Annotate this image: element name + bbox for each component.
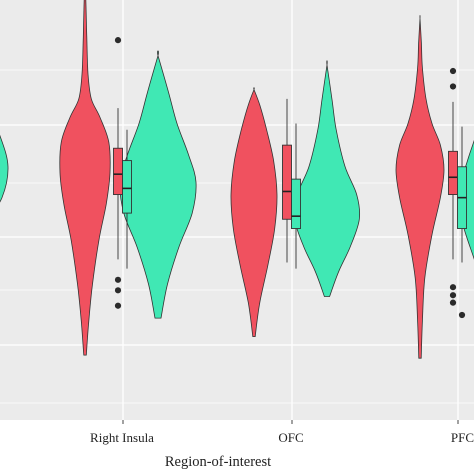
x-ticks: Right Insula OFC PFC [90,420,474,445]
outlier-point [114,302,122,309]
outlier-point [449,299,457,306]
x-axis-title: Region-of-interest [165,454,271,470]
violins-layer [0,0,474,359]
x-tick-label: PFC [451,430,474,445]
outlier-point [114,37,122,44]
violin-pfc-red [395,15,445,359]
outlier-point [449,83,457,90]
boxes-layer [113,37,467,319]
box-iqr [291,178,301,229]
box-iqr [122,160,132,214]
violin-partial [0,134,9,203]
x-tick-label: Right Insula [90,430,154,445]
outlier-point [114,287,122,294]
outlier-point [458,311,466,319]
outlier-point [114,276,122,283]
box-iqr [448,150,458,196]
outlier-point [449,67,457,75]
box-iqr [113,147,123,196]
box-iqr [282,144,292,220]
x-tick-label: OFC [278,430,303,445]
violin-ofc-red [230,87,278,337]
outlier-point [449,284,457,291]
violin-right-insula-red [59,0,111,356]
violin-right-insula-green [119,50,197,319]
outlier-point [449,292,457,299]
